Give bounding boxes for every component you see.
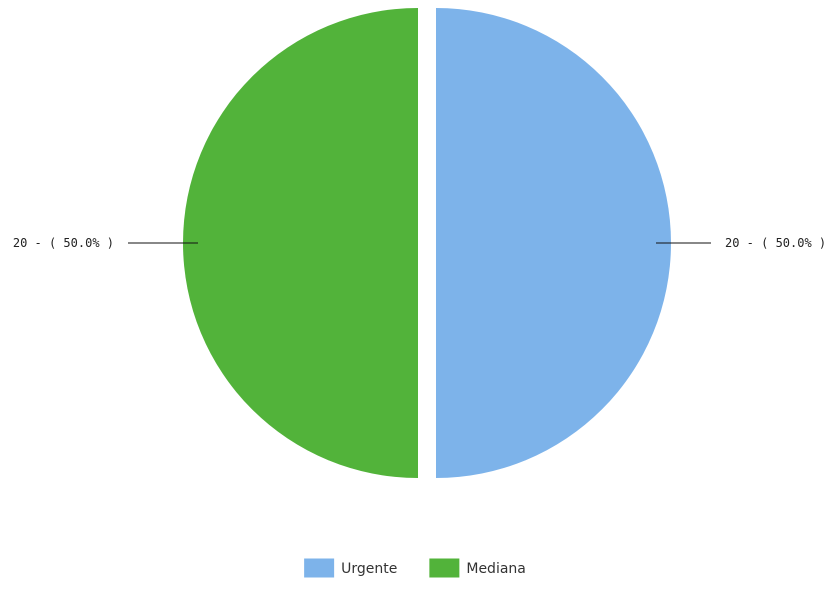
slice-labels: 20 - ( 50.0% ) 20 - ( 50.0% ) [13, 236, 826, 250]
legend-swatch-urgente [304, 558, 335, 578]
pie-slice-mediana [183, 8, 418, 478]
slice-label-mediana: 20 - ( 50.0% ) [13, 236, 114, 250]
pie-slice-urgente [436, 8, 671, 478]
pie-slices [183, 8, 671, 478]
legend-label-mediana: Mediana [466, 561, 526, 577]
legend-swatch-mediana [429, 558, 460, 578]
slice-label-urgente: 20 - ( 50.0% ) [725, 236, 826, 250]
legend-label-urgente: Urgente [341, 561, 397, 577]
legend: Urgente Mediana [304, 558, 526, 578]
